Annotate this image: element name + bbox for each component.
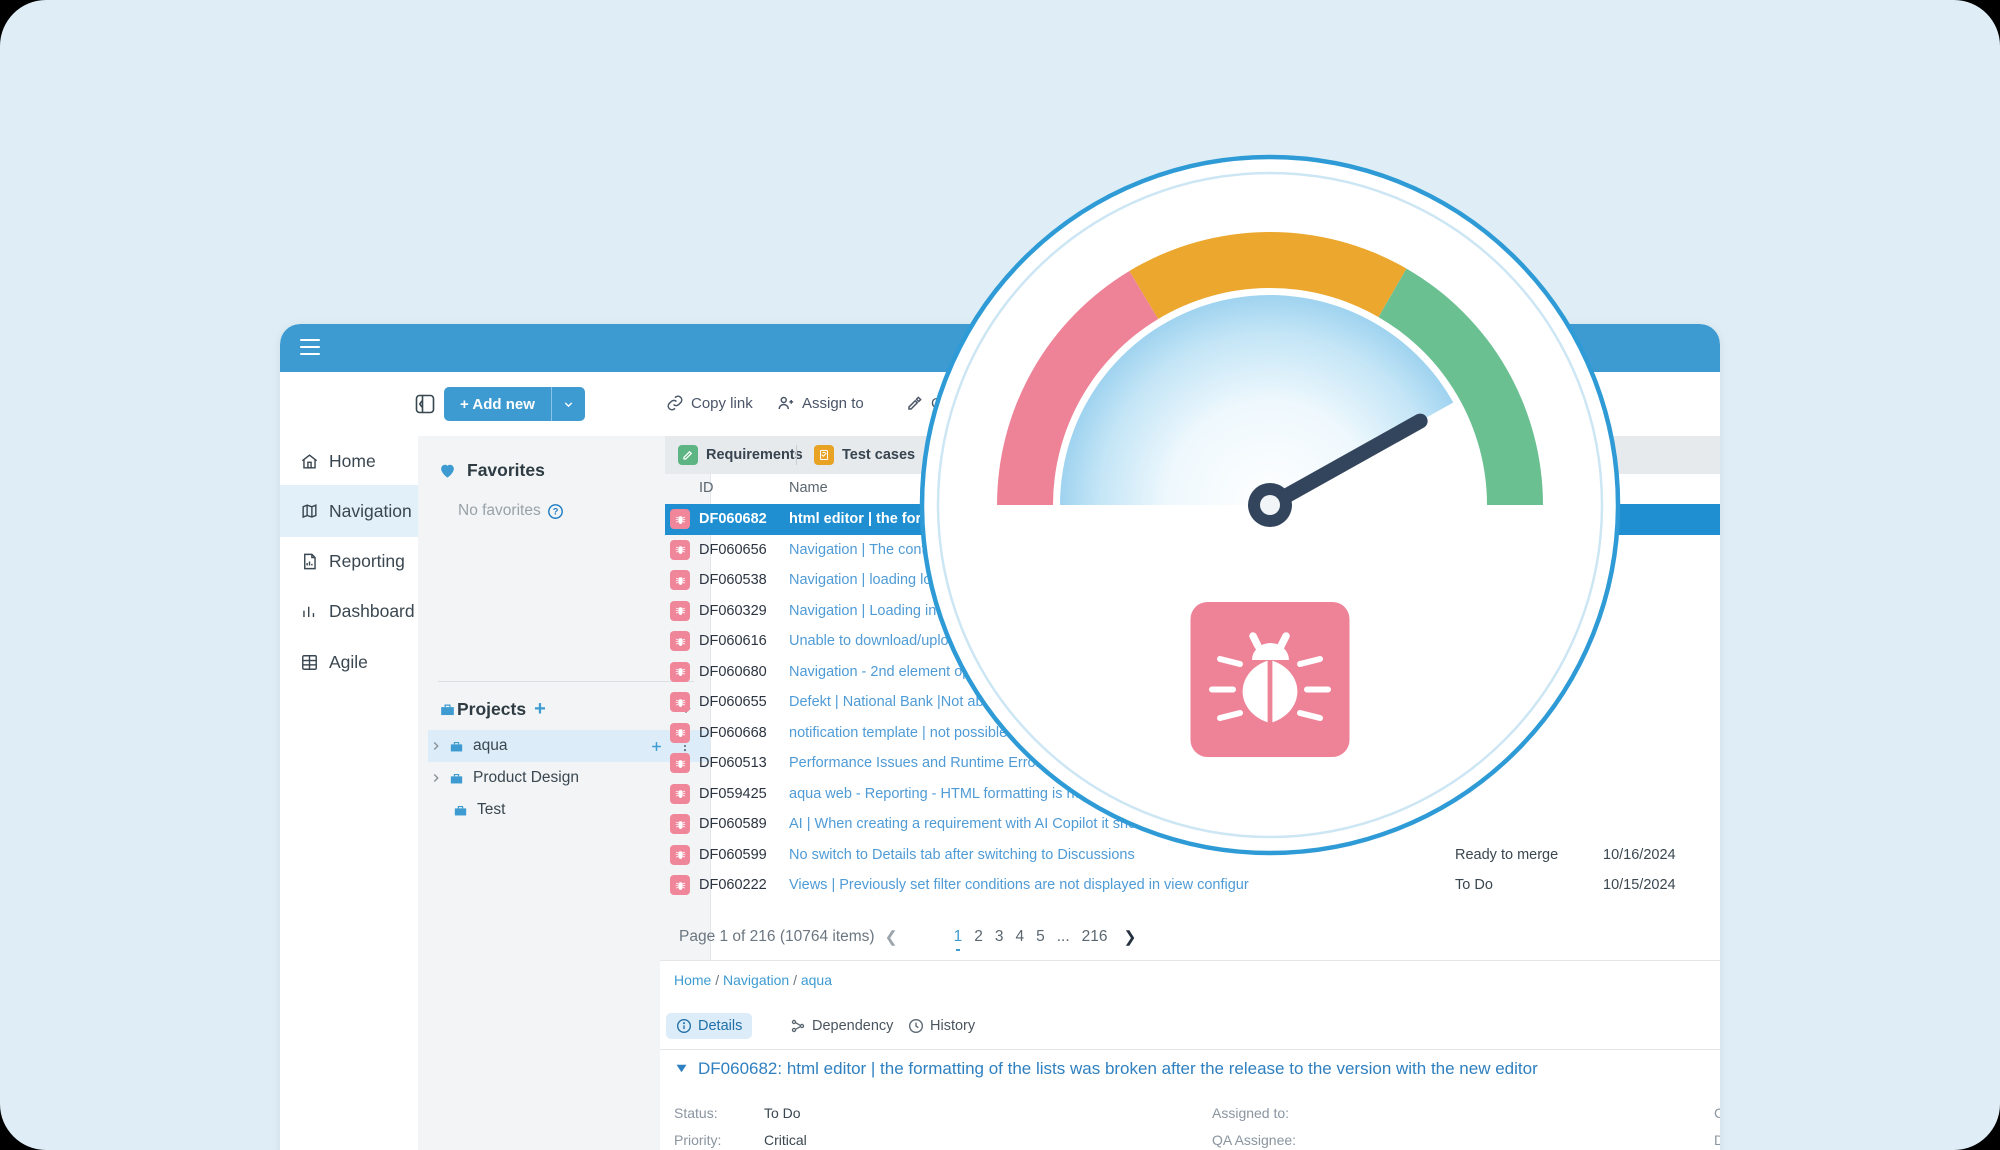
svg-text:?: ?: [552, 506, 558, 516]
